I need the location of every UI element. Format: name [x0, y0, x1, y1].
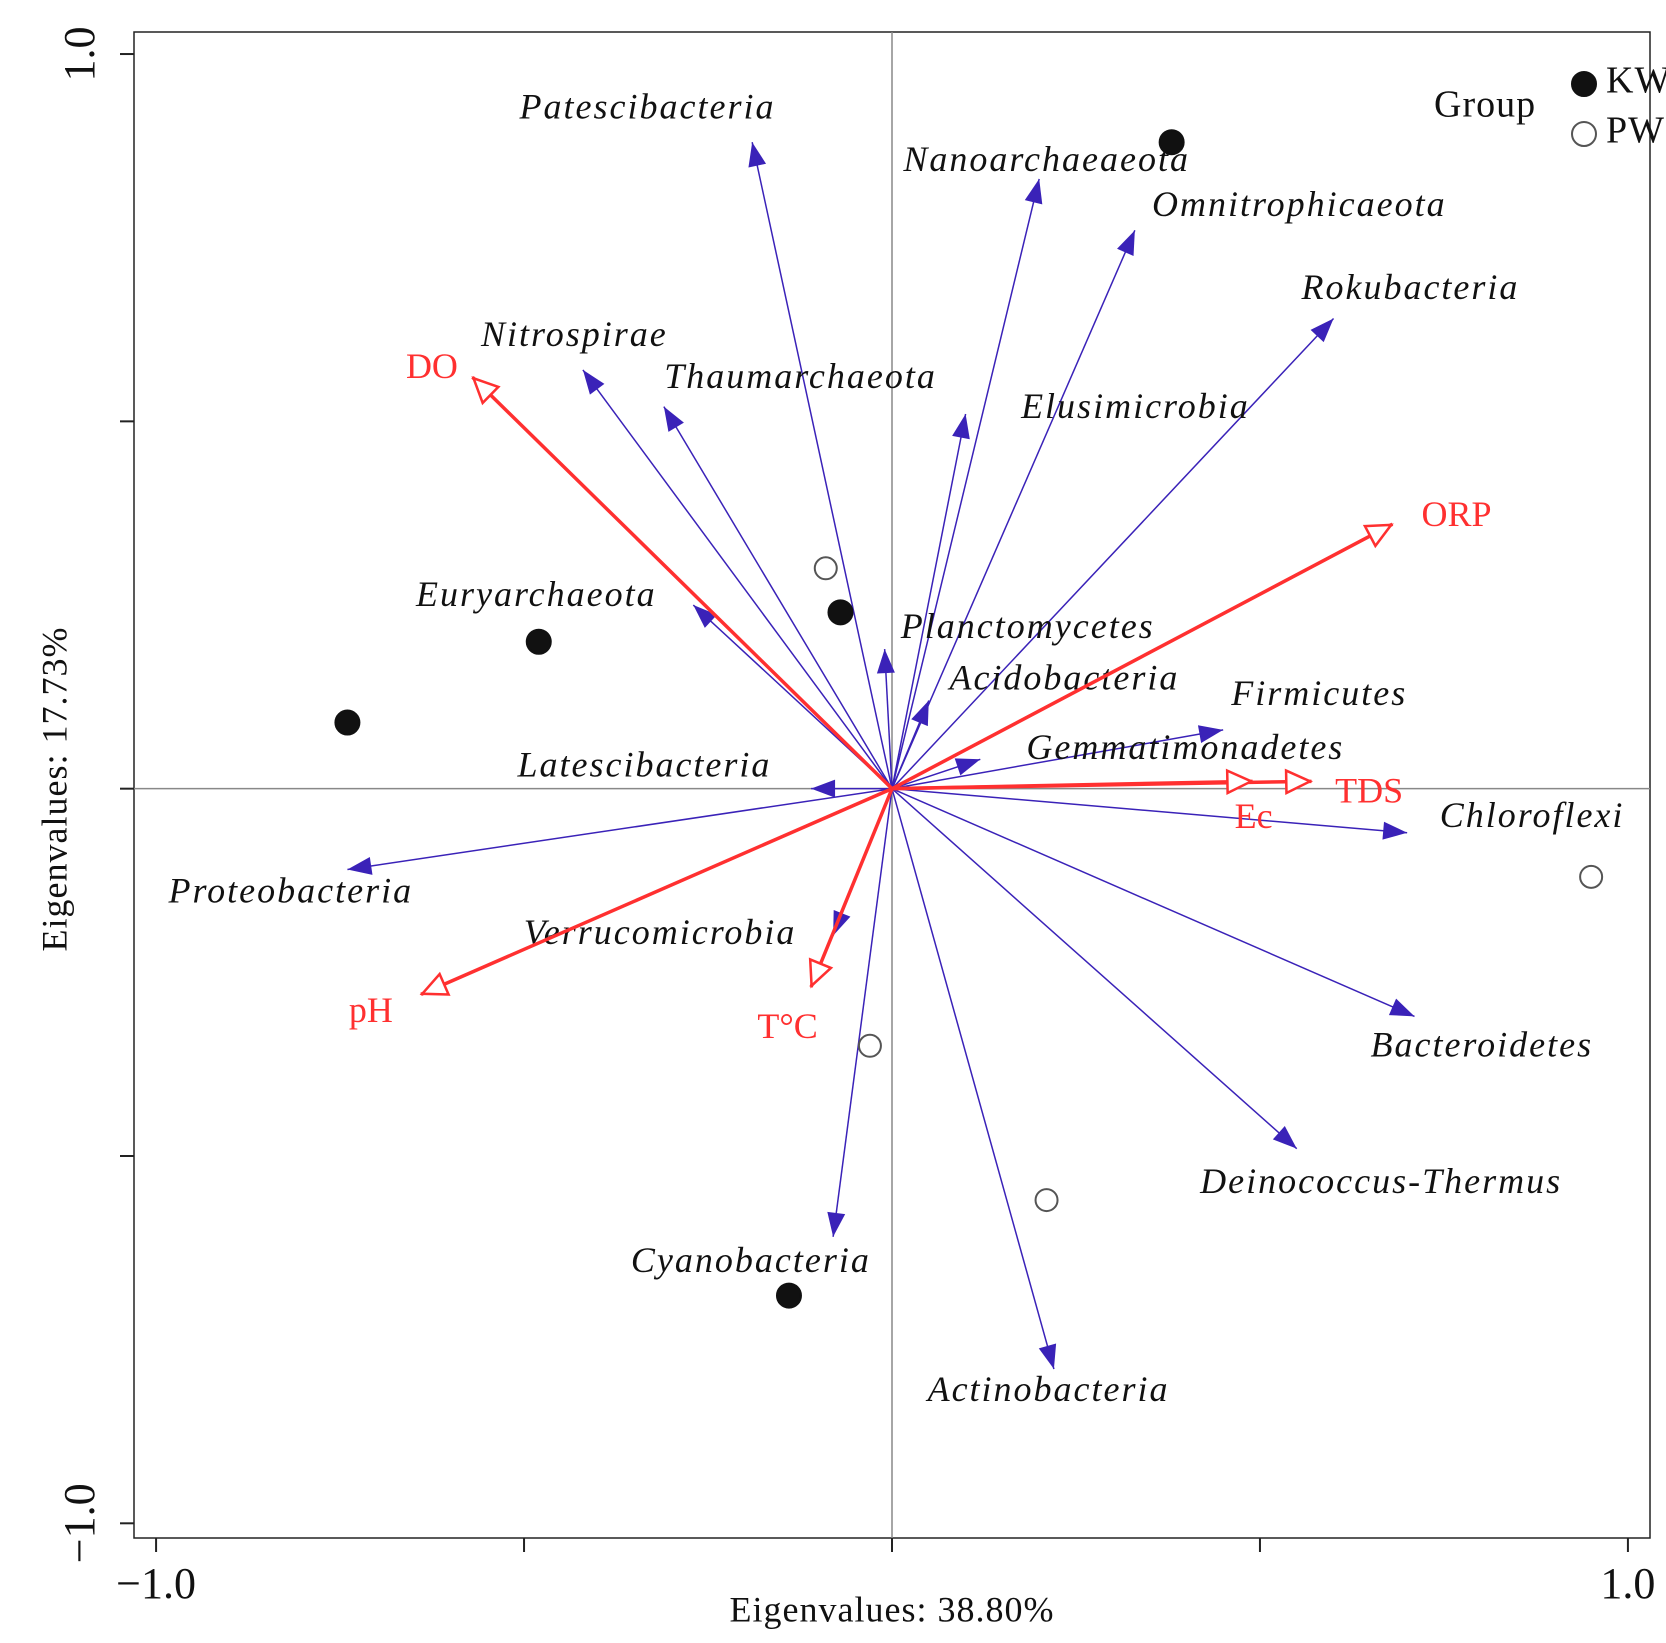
variable-label: ORP [1421, 494, 1491, 534]
legend-label: PW [1606, 110, 1665, 152]
species-arrowhead [811, 779, 836, 798]
species-label: Deinococcus-Thermus [1199, 1161, 1562, 1201]
species-label: Cyanobacteria [631, 1240, 871, 1280]
species-arrow [891, 788, 1055, 1370]
sample-point [1158, 129, 1185, 156]
variable-arrow [471, 376, 894, 790]
species-arrow [891, 788, 1298, 1150]
species-arrowhead [954, 758, 981, 776]
species-arrow [891, 230, 1136, 789]
species-arrowhead [952, 414, 970, 440]
species-arrow [891, 178, 1040, 789]
species-label: Euryarchaeota [415, 574, 657, 614]
legend-title: Group [1434, 84, 1536, 126]
legend-label: KW [1606, 60, 1666, 102]
species-label: Gemmatimonadetes [1026, 727, 1344, 767]
variable-arrow [808, 788, 894, 989]
species-label: Latescibacteria [516, 745, 771, 785]
sample-point [813, 556, 838, 581]
species-label: Actinobacteria [926, 1369, 1170, 1409]
species-label: Proteobacteria [168, 870, 414, 910]
sample-point [827, 599, 854, 626]
species-arrowhead [748, 142, 767, 168]
variable-label: TDS [1335, 770, 1403, 810]
species-arrowhead [1272, 1125, 1297, 1149]
species-arrow [751, 142, 893, 789]
variable-label: pH [349, 990, 393, 1030]
species-arrow [891, 787, 1415, 1018]
species-arrowhead [1197, 725, 1224, 743]
y-axis-label: Eigenvalues: 17.73% [34, 627, 74, 952]
species-label: Acidobacteria [947, 658, 1179, 698]
y-tick-label: 1.0 [55, 27, 104, 82]
species-arrowhead [911, 700, 929, 727]
species-label: Patescibacteria [519, 86, 776, 126]
species-arrow [891, 787, 1408, 834]
species-arrow [832, 788, 893, 1237]
species-label: Planctomycetes [900, 606, 1155, 646]
variable-arrow [891, 522, 1394, 791]
species-arrowhead [833, 909, 851, 936]
sample-point [775, 1282, 802, 1309]
variable-label: T°C [757, 1006, 817, 1046]
y-tick-label: −1.0 [55, 1483, 104, 1563]
sample-point [525, 628, 552, 655]
variable-arrow [891, 768, 1255, 796]
legend-marker [1571, 71, 1597, 97]
species-label: Nanoarchaeaeota [902, 139, 1190, 179]
species-label: Elusimicrobia [1020, 386, 1250, 426]
species-label: Bacteroidetes [1370, 1025, 1593, 1065]
species-arrow [663, 406, 893, 790]
species-arrow [582, 369, 893, 790]
species-arrowhead [663, 406, 684, 432]
species-arrowhead [1038, 1343, 1057, 1370]
species-arrowhead [347, 857, 373, 875]
sample-point [334, 709, 361, 736]
species-label: Rokubacteria [1300, 267, 1519, 307]
species-arrow [347, 787, 893, 871]
variable-label: Ec [1235, 796, 1273, 836]
legend-marker [1571, 121, 1597, 147]
sample-point [1579, 864, 1604, 889]
species-label: Thaumarchaeota [664, 356, 937, 396]
sample-point [857, 1033, 882, 1058]
variable-label: DO [406, 346, 458, 386]
species-arrow [891, 317, 1335, 790]
variable-arrow [419, 787, 893, 996]
species-arrowhead [1310, 318, 1334, 343]
species-arrowhead [1388, 998, 1415, 1017]
species-arrowhead [1382, 821, 1408, 840]
species-arrowhead [693, 605, 718, 628]
species-arrow [891, 413, 967, 789]
species-arrowhead [1024, 178, 1043, 205]
x-tick-label: 1.0 [1600, 1559, 1655, 1608]
species-label: Nitrospirae [480, 314, 668, 354]
species-label: Verrucomicrobia [524, 912, 797, 952]
species-arrow [891, 729, 1224, 790]
species-label: Chloroflexi [1440, 795, 1625, 835]
species-arrowhead [1117, 230, 1135, 256]
species-arrowhead [582, 369, 605, 395]
species-label: Omnitrophicaeota [1152, 184, 1447, 224]
species-label: Firmicutes [1230, 673, 1407, 713]
x-tick-label: −1.0 [116, 1559, 196, 1608]
species-arrowhead [827, 1211, 846, 1237]
x-axis-label: Eigenvalues: 38.80% [730, 1589, 1055, 1629]
sample-point [1034, 1188, 1059, 1213]
species-arrowhead [876, 649, 895, 674]
